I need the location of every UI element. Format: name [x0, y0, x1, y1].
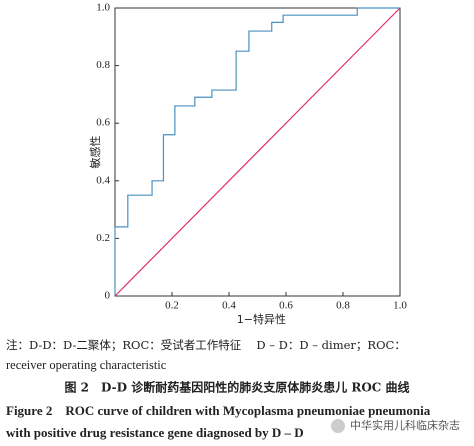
y-tick-label: 0	[105, 290, 111, 302]
y-tick-label: 0.6	[96, 117, 110, 129]
caption-cn: 图 2 D-D 诊断耐药基因阳性的肺炎支原体肺炎患儿 ROC 曲线	[64, 380, 409, 395]
x-axis-title: 1−特异性	[237, 312, 286, 326]
note-line: receiver operating characteristic	[6, 358, 167, 372]
caption-en: with positive drug resistance gene diagn…	[6, 425, 304, 440]
y-axis-title: 敏感性	[88, 136, 102, 169]
x-tick-label: 0.6	[279, 300, 293, 312]
x-tick-label: 0.8	[336, 300, 350, 312]
roc-line	[114, 7, 400, 296]
watermark: 中华实用儿科临床杂志	[350, 418, 460, 432]
x-tick-label: 0.4	[222, 300, 236, 312]
x-tick-label: 1.0	[393, 300, 407, 312]
y-tick-label: 0.4	[96, 174, 110, 186]
plot-frame	[114, 7, 401, 297]
y-tick-label: 0.2	[96, 232, 110, 244]
watermark-icon	[331, 419, 345, 433]
roc-line	[114, 7, 401, 297]
note-line: 注：D-D：D-二聚体；ROC：受试者工作特征 D – D：D – dimer；…	[6, 338, 406, 352]
caption-en: Figure 2 ROC curve of children with Myco…	[6, 403, 431, 418]
y-tick-label: 0.8	[96, 59, 110, 71]
x-tick-label: 0.2	[165, 300, 179, 312]
y-tick-label: 1.0	[96, 2, 110, 14]
